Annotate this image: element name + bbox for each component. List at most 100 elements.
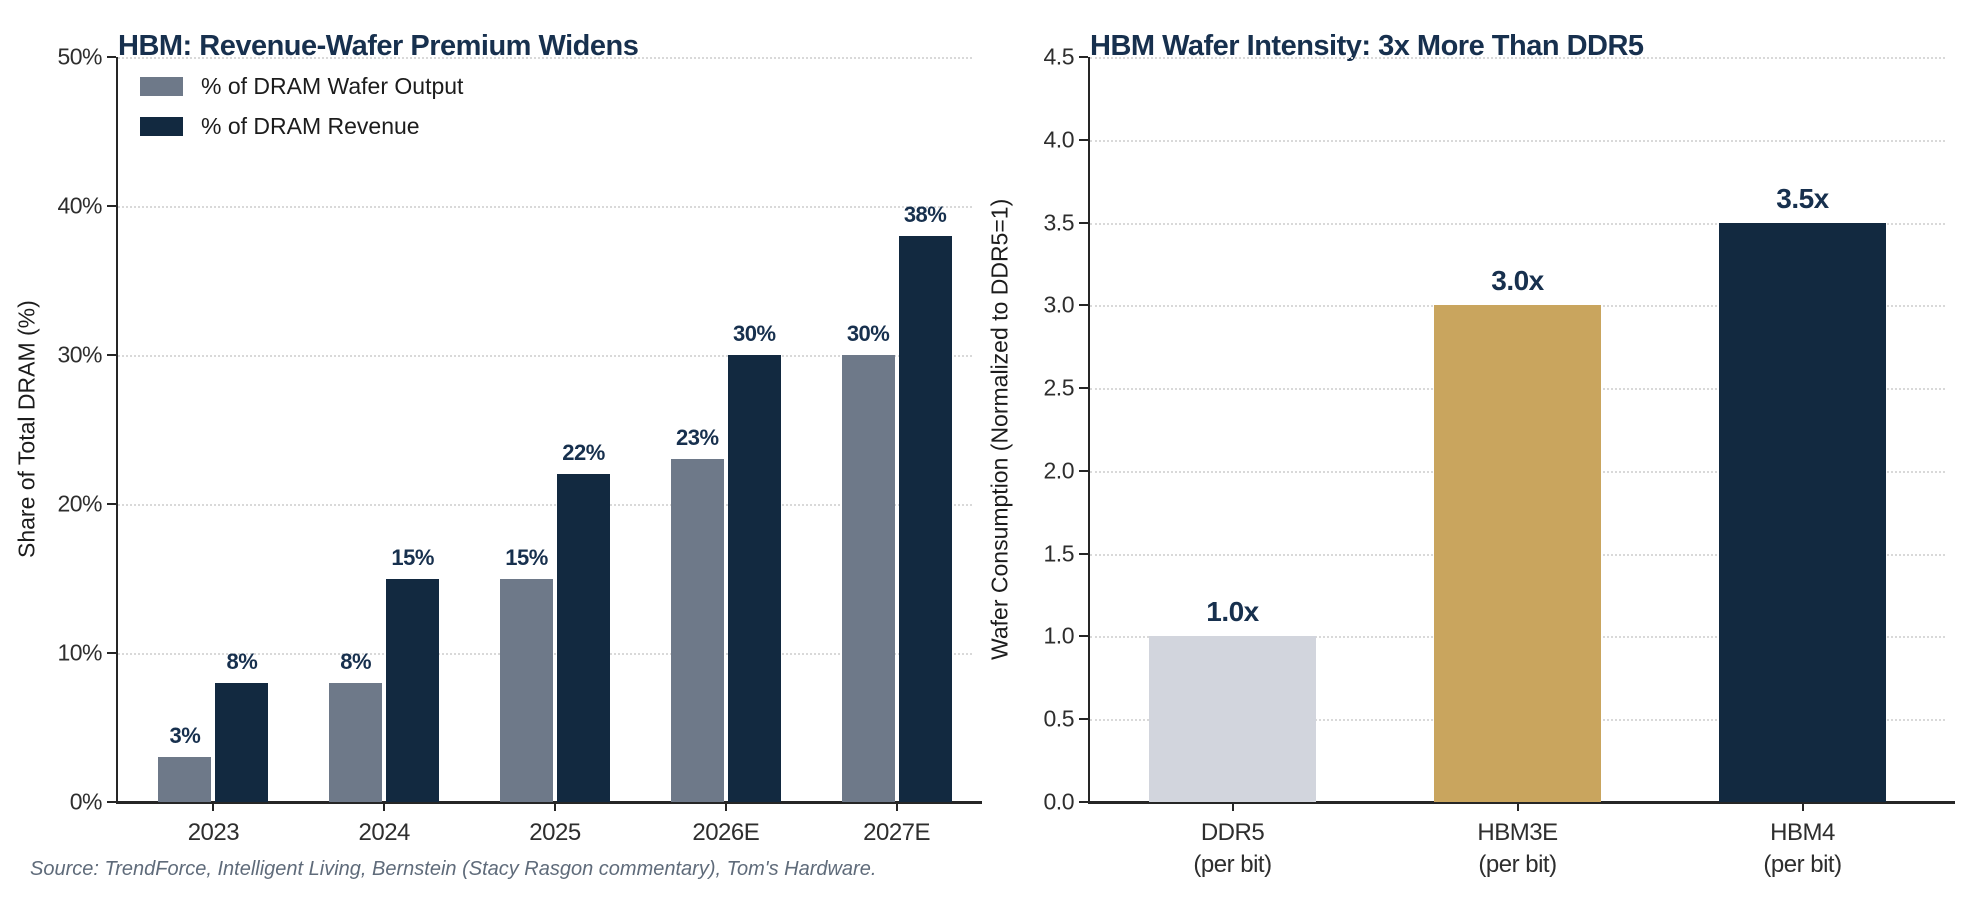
x-tick-mark [1801, 802, 1804, 811]
y-tick-mark [1079, 221, 1088, 224]
bar-2025-revenue [557, 474, 610, 802]
legend-swatch-revenue [140, 117, 183, 136]
y-tick-mark [1079, 635, 1088, 638]
y-tick-mark [1079, 801, 1088, 803]
legend-label-wafer-output: % of DRAM Wafer Output [201, 73, 464, 99]
x-tick-label: 2024 [358, 819, 410, 846]
gridline [118, 504, 972, 506]
y-tick-mark [1079, 469, 1088, 472]
bar-2024-revenue [386, 578, 440, 802]
y-tick-label: 0.5 [1043, 705, 1075, 732]
legend-swatch-wafer-output [140, 77, 183, 96]
x-tick-mark [724, 802, 727, 811]
y-tick-mark [1079, 304, 1088, 307]
bar-value-label: 8% [226, 648, 258, 674]
gridline [1090, 139, 1945, 142]
y-tick-mark [1079, 552, 1088, 555]
bar-2025-wafer-output [500, 578, 553, 802]
bar-value-label: 3.5x [1776, 182, 1829, 214]
x-tick-label: HBM3E (per bit) [1477, 819, 1558, 879]
bar-value-label: 3.0x [1491, 265, 1544, 297]
bar-2027E-revenue [898, 235, 952, 802]
y-tick-label: 3.0 [1043, 291, 1075, 318]
bar-2023-revenue [215, 682, 269, 802]
y-tick-mark [107, 652, 116, 654]
y-tick-mark [1079, 718, 1088, 721]
legend: % of DRAM Wafer Output % of DRAM Revenue [140, 73, 463, 153]
bar-value-label: 1.0x [1206, 596, 1259, 628]
bar-2023-wafer-output [158, 757, 212, 802]
bar-value-label: 30% [846, 321, 890, 346]
y-tick-label: 1.5 [1043, 540, 1075, 567]
y-tick-mark [1079, 138, 1088, 141]
bar-hbm4 [1719, 222, 1886, 802]
x-tick-label: 2027E [863, 819, 931, 846]
y-tick-mark [107, 205, 116, 207]
right-y-axis-label: Wafer Consumption (Normalized to DDR5=1) [986, 198, 1013, 661]
y-tick-mark [107, 354, 116, 356]
bar-value-label: 30% [733, 321, 776, 346]
source-note: Source: TrendForce, Intelligent Living, … [30, 858, 877, 880]
x-tick-label: 2026E [692, 819, 760, 846]
y-tick-label: 50% [57, 43, 102, 70]
bar-value-label: 8% [340, 648, 372, 674]
legend-label-revenue: % of DRAM Revenue [201, 113, 420, 139]
bar-hbm3e [1434, 305, 1601, 802]
x-tick-label: DDR5 (per bit) [1193, 819, 1272, 879]
y-tick-label: 2.0 [1043, 457, 1075, 484]
y-tick-label: 40% [57, 192, 102, 219]
y-tick-mark [1079, 387, 1088, 390]
y-tick-label: 10% [57, 639, 102, 666]
right-x-axis-spine [1088, 801, 1955, 804]
y-tick-mark [1079, 56, 1088, 58]
y-tick-label: 30% [57, 341, 102, 368]
right-chart-title: HBM Wafer Intensity: 3x More Than DDR5 [1090, 30, 1644, 63]
y-tick-label: 20% [57, 490, 102, 517]
bar-2026E-revenue [727, 355, 781, 802]
y-tick-label: 4.0 [1043, 126, 1075, 153]
bar-value-label: 15% [505, 544, 548, 570]
left-chart-title: HBM: Revenue-Wafer Premium Widens [118, 30, 639, 63]
right-plot-area: 0.0 0.5 1.0 1.5 2.0 2.5 3.0 3.5 4.0 4.5 DDR5 (per b… [1044, 44, 1955, 878]
legend-item-wafer-output: % of DRAM Wafer Output [140, 73, 463, 100]
gridline [118, 57, 972, 59]
y-tick-label: 0.0 [1043, 788, 1075, 815]
left-y-axis-spine [116, 57, 118, 802]
x-tick-label: HBM4 (per bit) [1763, 819, 1842, 879]
gridline [1090, 57, 1945, 59]
y-tick-mark [107, 56, 116, 58]
y-tick-label: 3.5 [1043, 209, 1075, 236]
bar-value-label: 23% [676, 425, 719, 451]
bar-2024-wafer-output [329, 682, 383, 802]
y-tick-label: 2.5 [1043, 374, 1075, 401]
legend-item-revenue: % of DRAM Revenue [140, 113, 463, 140]
left-y-axis-label: Share of Total DRAM (%) [13, 300, 40, 559]
bar-2026E-wafer-output [670, 459, 724, 802]
y-tick-label: 4.5 [1043, 43, 1075, 70]
bar-value-label: 15% [391, 544, 434, 570]
x-tick-label: 2023 [187, 819, 240, 846]
left-x-axis-spine [116, 801, 982, 804]
y-tick-label: 0% [69, 788, 103, 815]
left-plot-area: % of DRAM Wafer Output % of DRAM Revenue… [57, 44, 982, 846]
gridline [118, 206, 972, 208]
bar-value-label: 38% [903, 201, 947, 227]
x-tick-mark [383, 802, 386, 811]
bar-value-label: 22% [562, 440, 605, 466]
x-tick-mark [212, 802, 215, 811]
x-tick-mark [554, 802, 556, 811]
x-tick-label: 2025 [529, 819, 581, 846]
x-tick-mark [1516, 802, 1519, 811]
x-tick-mark [1231, 802, 1234, 811]
bar-ddr5 [1149, 636, 1316, 802]
bar-2027E-wafer-output [841, 355, 895, 802]
y-tick-mark [107, 503, 116, 505]
right-y-axis-spine [1088, 57, 1090, 802]
gridline [118, 355, 972, 357]
bar-value-label: 3% [169, 723, 201, 749]
gridline [1090, 222, 1945, 225]
x-tick-mark [895, 802, 898, 811]
y-tick-mark [107, 801, 116, 803]
y-tick-label: 1.0 [1043, 622, 1075, 649]
